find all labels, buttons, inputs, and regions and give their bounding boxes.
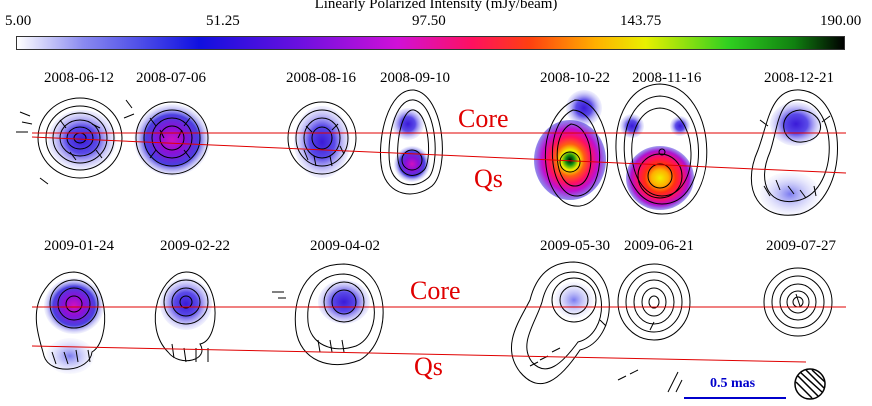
date-label: 2009-04-02 xyxy=(310,238,380,254)
map-2009-06-21 xyxy=(617,263,691,381)
map-2008-08-16 xyxy=(287,101,357,178)
map-2009-01-24 xyxy=(35,271,106,374)
qs-label: Qs xyxy=(474,164,503,193)
date-label: 2008-06-12 xyxy=(44,70,114,86)
date-label: 2009-02-22 xyxy=(160,238,230,254)
qs-label: Qs xyxy=(414,352,443,381)
date-label: 2009-07-27 xyxy=(766,238,836,254)
date-label: 2008-08-16 xyxy=(286,70,356,86)
colorbar-gradient xyxy=(16,36,845,50)
colorbar-title: Linearly Polarized Intensity (mJy/beam) xyxy=(314,0,558,12)
map-2008-10-22 xyxy=(534,90,608,207)
date-label: 2008-12-21 xyxy=(764,70,834,86)
core-label: Core xyxy=(410,276,461,305)
date-label: 2008-11-16 xyxy=(632,70,702,86)
map-2008-11-16 xyxy=(615,83,708,215)
scale-bar-label: 0.5 mas xyxy=(710,376,756,391)
beam-icon xyxy=(794,368,826,400)
map-2008-07-06 xyxy=(134,101,210,176)
colorbar-tick-mid: 97.50 xyxy=(412,13,446,29)
colorbar-tick-min: 5.00 xyxy=(5,13,32,29)
map-2009-07-27 xyxy=(763,267,833,337)
map-2008-12-21 xyxy=(750,89,838,216)
colorbar-tick-max: 190.00 xyxy=(820,13,862,29)
core-label: Core xyxy=(458,104,509,133)
colorbar-tick-4: 143.75 xyxy=(620,13,662,29)
date-label: 2008-07-06 xyxy=(136,70,206,86)
date-label: 2009-05-30 xyxy=(540,238,610,254)
date-label: 2008-09-10 xyxy=(380,70,450,86)
date-label: 2009-06-21 xyxy=(624,238,694,254)
map-2009-04-02 xyxy=(272,263,384,365)
date-label: 2008-10-22 xyxy=(540,70,610,86)
map-2008-09-10 xyxy=(379,89,443,195)
map-2009-05-30 xyxy=(510,261,610,385)
date-label: 2009-01-24 xyxy=(44,238,114,254)
colorbar-tick-2: 51.25 xyxy=(206,13,240,29)
map-2009-02-22 xyxy=(154,271,216,363)
